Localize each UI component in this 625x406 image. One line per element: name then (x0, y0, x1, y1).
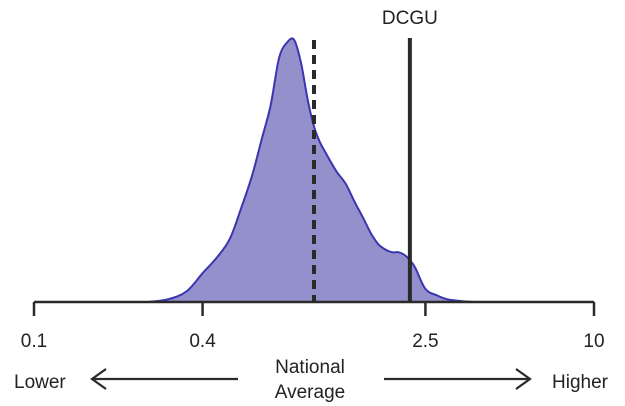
right-arrow-icon (384, 368, 532, 390)
x-tick-label: 0.4 (189, 331, 216, 352)
left-arrow-icon (90, 368, 238, 390)
reference-lines: DCGU (312, 8, 438, 302)
lower-label: Lower (14, 372, 66, 393)
direction-annotation: Lower National Average Higher (14, 357, 609, 403)
higher-label: Higher (552, 372, 609, 393)
x-tick-label: 2.5 (412, 331, 438, 352)
x-axis (32, 300, 596, 316)
dcgu-label: DCGU (382, 8, 438, 29)
national-average-label-line2: Average (275, 382, 345, 403)
x-tick-label: 10 (583, 331, 604, 352)
national-average-label-line1: National (275, 357, 345, 378)
x-tick-labels: 0.1 0.4 2.5 10 (21, 331, 605, 352)
x-tick-label: 0.1 (21, 331, 47, 352)
